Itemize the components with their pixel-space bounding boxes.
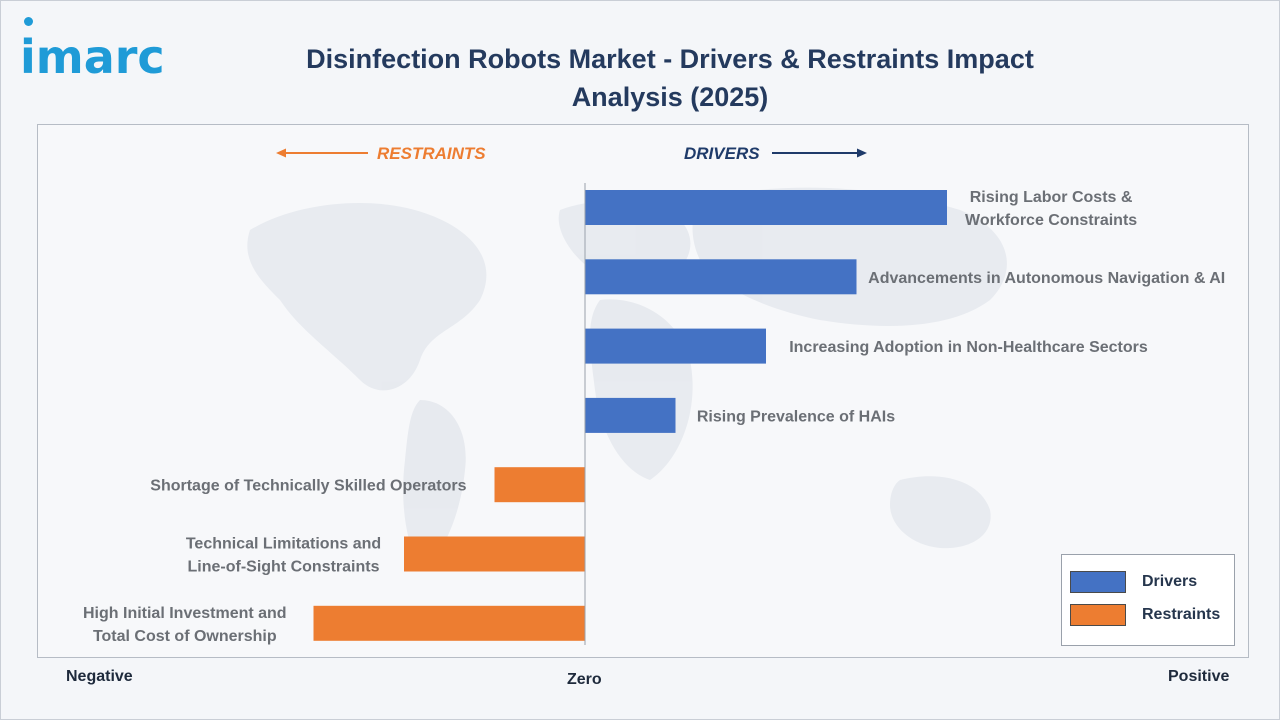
category-label-0: Rising Labor Costs & Workforce Constraint… (965, 189, 1137, 229)
drivers-direction-label: DRIVERS (684, 144, 760, 163)
category-labels-group: Rising Labor Costs & Workforce Constraint… (83, 189, 1225, 645)
bars-group (313, 190, 947, 641)
restraints-arrow-head (276, 148, 286, 158)
category-label-3: Rising Prevalence of HAIs (697, 408, 895, 425)
category-label-5: Technical Limitations and Line-of-Sight C… (186, 536, 381, 576)
driver-bar-0 (585, 190, 947, 225)
legend-label-drivers: Drivers (1142, 573, 1198, 590)
imarc-logo: imarc (20, 30, 165, 84)
legend-label-restraints: Restraints (1142, 606, 1221, 623)
legend-swatch-drivers (1070, 571, 1126, 593)
driver-bar-1 (585, 259, 857, 295)
driver-bar-3 (585, 397, 676, 433)
legend-item-drivers: Drivers (1070, 570, 1197, 594)
legend-item-restraints: Restraints (1070, 603, 1220, 627)
drivers-direction: DRIVERS (684, 144, 867, 163)
restraints-direction-label: RESTRAINTS (377, 144, 486, 163)
category-label-6: High Initial Investment and Total Cost of… (83, 605, 287, 645)
logo-dot (24, 17, 33, 26)
category-label-2: Increasing Adoption in Non-Healthcare Se… (789, 339, 1148, 356)
chart-title: Disinfection Robots Market - Drivers & R… (306, 44, 1034, 112)
category-label-4: Shortage of Technically Skilled Operator… (150, 478, 466, 495)
axis-zero-label: Zero (567, 671, 602, 688)
restraint-bar-5 (404, 536, 585, 572)
world-map-watermark (247, 187, 1007, 570)
restraint-bar-4 (494, 467, 585, 503)
category-label-1: Advancements in Autonomous Navigation & … (868, 270, 1225, 287)
restraints-direction: RESTRAINTS (276, 144, 486, 163)
driver-bar-2 (585, 328, 766, 364)
legend-swatch-restraints (1070, 604, 1126, 626)
axis-negative-label: Negative (66, 668, 133, 685)
restraint-bar-6 (313, 605, 585, 641)
axis-positive-label: Positive (1168, 668, 1230, 685)
drivers-arrow-head (857, 148, 867, 158)
chart-legend: Drivers Restraints (1061, 554, 1235, 646)
